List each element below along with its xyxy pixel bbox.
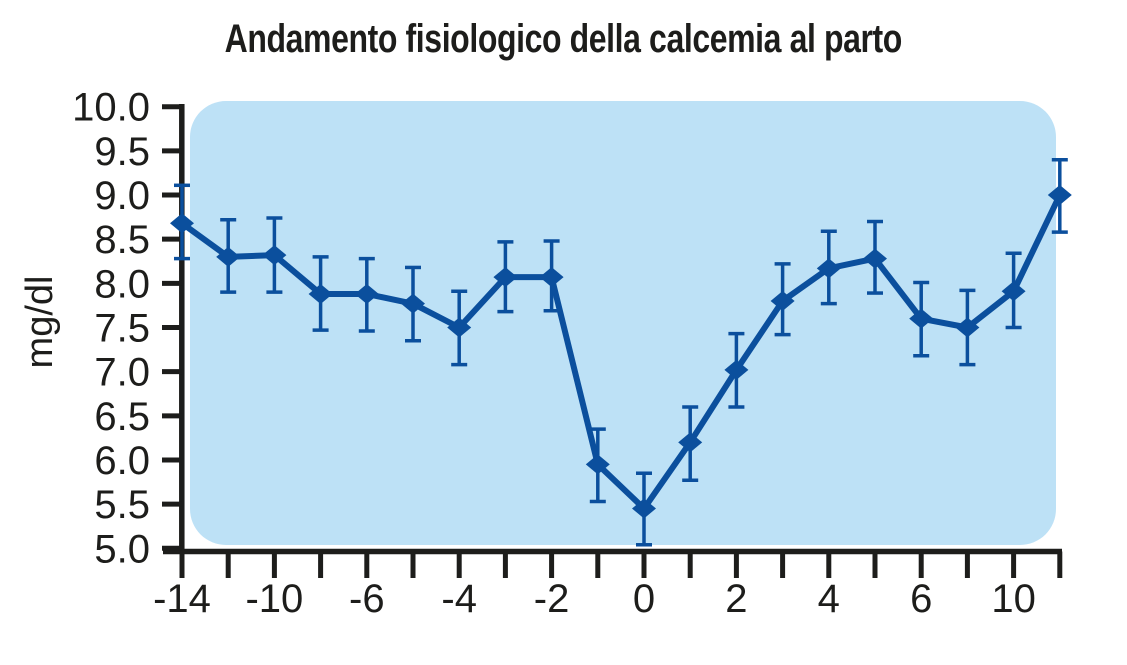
y-tick-label: 5.0 xyxy=(94,527,150,571)
data-point-marker xyxy=(401,293,425,314)
data-point-marker xyxy=(816,258,841,279)
data-point-marker xyxy=(909,308,934,329)
chart-title-text: Andamento fisiologico della calcemia al … xyxy=(224,17,903,61)
x-tick-label: -14 xyxy=(153,577,211,621)
y-tick-label: 9.5 xyxy=(94,130,150,174)
data-point-marker xyxy=(1001,281,1026,302)
y-tick-label: 9.0 xyxy=(94,174,150,218)
data-point-marker xyxy=(724,359,749,380)
x-tick-label: 2 xyxy=(725,577,747,621)
data-point-marker xyxy=(354,283,379,304)
y-tick-label: 5.5 xyxy=(94,483,150,527)
data-point-marker xyxy=(216,246,241,267)
x-tick-label: -4 xyxy=(441,577,477,621)
x-tick-label: -10 xyxy=(245,577,303,621)
x-tick-label: 6 xyxy=(910,577,932,621)
data-point-marker xyxy=(632,498,656,519)
y-tick-label: 6.5 xyxy=(94,395,150,439)
data-point-marker xyxy=(493,267,518,288)
y-tick-label: 8.0 xyxy=(94,262,150,306)
data-point-marker xyxy=(170,213,194,234)
data-point-marker xyxy=(863,248,887,269)
x-tick-label: -2 xyxy=(534,577,570,621)
data-point-marker xyxy=(539,267,564,288)
x-tick-label: 4 xyxy=(818,577,840,621)
data-point-marker xyxy=(447,317,472,338)
data-point-marker xyxy=(308,283,333,304)
data-point-marker xyxy=(1047,185,1072,206)
data-point-marker xyxy=(770,291,795,312)
y-tick-label: 7.0 xyxy=(94,351,150,395)
x-tick-label: 10 xyxy=(991,577,1036,621)
y-tick-label: 7.5 xyxy=(94,307,150,351)
data-point-marker xyxy=(678,432,703,453)
data-point-marker xyxy=(262,245,287,266)
plot-area-background xyxy=(190,101,1056,545)
y-tick-label: 8.5 xyxy=(94,218,150,262)
x-tick-label: 0 xyxy=(633,577,655,621)
x-tick-label: -6 xyxy=(349,577,385,621)
data-point-marker xyxy=(585,454,610,475)
chart-title: Andamento fisiologico della calcemia al … xyxy=(0,18,1127,60)
data-point-marker xyxy=(955,317,980,338)
y-tick-label: 10.0 xyxy=(72,86,150,130)
y-axis-title: mg/dl xyxy=(19,276,61,369)
y-tick-label: 6.0 xyxy=(94,439,150,483)
